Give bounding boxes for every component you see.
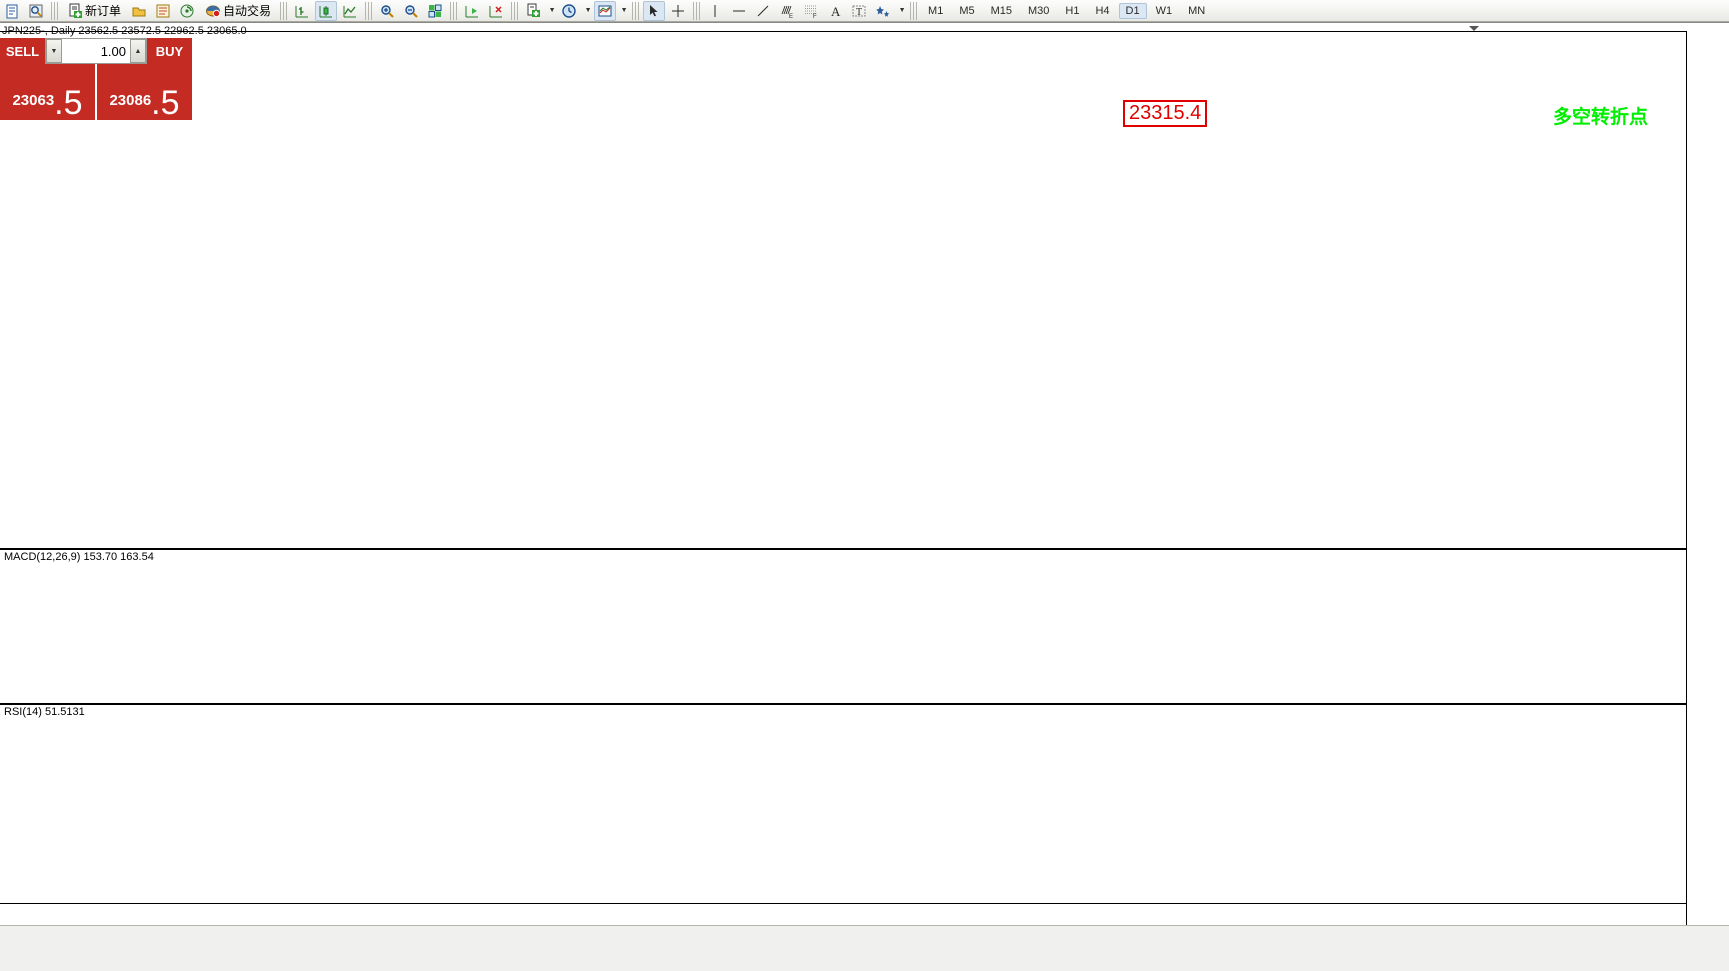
fibonacci-icon[interactable]: F xyxy=(800,1,822,21)
magnifier-window-icon[interactable] xyxy=(25,1,47,21)
timeframe-h4[interactable]: H4 xyxy=(1095,4,1110,17)
indicator-dropdown-caret[interactable]: ▼ xyxy=(548,7,556,14)
tile-windows-icon[interactable] xyxy=(424,1,446,21)
cursor-icon[interactable] xyxy=(643,0,666,21)
chart-shift-icon[interactable] xyxy=(461,1,483,21)
buy-price-button[interactable]: 23086 .5 xyxy=(97,64,192,120)
shapes-dropdown-caret[interactable]: ▼ xyxy=(898,7,906,14)
templates-icon[interactable] xyxy=(594,0,617,21)
price-annotation-box: 23315.4 xyxy=(1123,100,1208,127)
toolbar-separator xyxy=(450,1,458,20)
templates-dropdown-caret[interactable]: ▼ xyxy=(620,7,628,14)
status-strip xyxy=(0,925,1729,971)
chart-collapse-icon[interactable] xyxy=(1469,26,1479,31)
buy-price-decimal: .5 xyxy=(151,84,180,122)
toolbar-separator xyxy=(511,1,519,20)
folder-icon[interactable] xyxy=(128,1,150,21)
price-chart-svg[interactable] xyxy=(0,32,1686,542)
timeframe-d1[interactable]: D1 xyxy=(1118,2,1147,19)
timeframe-h1[interactable]: H1 xyxy=(1065,4,1080,17)
svg-text:A: A xyxy=(831,4,841,19)
sell-button[interactable]: SELL xyxy=(0,38,45,64)
toolbar-separator xyxy=(280,1,288,20)
timeframe-m1[interactable]: M1 xyxy=(928,4,944,17)
period-clock-icon[interactable] xyxy=(558,1,580,21)
macd-pane: MACD(12,26,9) 153.70 163.54 xyxy=(0,548,1686,701)
volume-value[interactable]: 1.00 xyxy=(62,39,130,63)
new-order-label: 新订单 xyxy=(85,4,122,18)
text-object-icon[interactable]: T xyxy=(848,1,870,21)
rsi-chart-svg[interactable] xyxy=(0,705,1686,903)
svg-text:T: T xyxy=(856,7,862,18)
rsi-pane: RSI(14) 51.5131 xyxy=(0,703,1686,903)
time-scale[interactable] xyxy=(0,903,1686,925)
caret-down-icon[interactable]: ▼ xyxy=(46,39,62,63)
elliott-wave-icon[interactable]: E xyxy=(776,1,798,21)
timeframe-m15[interactable]: M15 xyxy=(990,4,1012,17)
add-indicator-icon[interactable] xyxy=(522,1,544,21)
autotrading-label: 自动交易 xyxy=(223,4,272,18)
trade-panel-top-row: SELL ▼ 1.00 ▲ BUY xyxy=(0,38,192,64)
timeframe-mn[interactable]: MN xyxy=(1188,4,1206,17)
svg-text:F: F xyxy=(813,14,817,19)
candlestick-chart-icon[interactable] xyxy=(315,0,338,21)
horizontal-line-icon[interactable] xyxy=(728,1,750,21)
period-dropdown-caret[interactable]: ▼ xyxy=(584,7,592,14)
sell-price-integer: 23063 xyxy=(12,92,55,109)
volume-input[interactable]: ▼ 1.00 ▲ xyxy=(45,38,147,64)
toolbar-separator xyxy=(365,1,373,20)
zoom-in-icon[interactable] xyxy=(376,1,398,21)
toolbar-separator xyxy=(910,1,918,20)
navigator-icon[interactable] xyxy=(176,1,198,21)
bar-chart-icon[interactable] xyxy=(291,1,313,21)
turning-point-annotation: 多空转折点 xyxy=(1553,106,1649,128)
crosshair-icon[interactable] xyxy=(667,1,689,21)
auto-scroll-icon[interactable] xyxy=(485,1,507,21)
buy-button[interactable]: BUY xyxy=(147,38,192,64)
shapes-icon[interactable] xyxy=(872,1,894,21)
terminal-icon[interactable] xyxy=(152,1,174,21)
macd-label: MACD(12,26,9) 153.70 163.54 xyxy=(2,551,156,563)
sell-price-decimal: .5 xyxy=(54,84,83,122)
macd-chart-svg[interactable] xyxy=(0,550,1686,703)
one-click-trading-panel: SELL ▼ 1.00 ▲ BUY 23063 .5 23086 .5 xyxy=(0,38,192,120)
caret-up-icon[interactable]: ▲ xyxy=(130,39,146,63)
chart-window: JPN225-, Daily 23562.5 23572.5 22962.5 2… xyxy=(0,22,1729,971)
text-label-icon[interactable]: A xyxy=(824,1,846,21)
trendline-icon[interactable] xyxy=(752,1,774,21)
autotrading-button[interactable]: 自动交易 xyxy=(200,1,276,21)
main-toolbar: 新订单 自动交易 ▼ ▼ xyxy=(0,0,1729,22)
rsi-label: RSI(14) 51.5131 xyxy=(2,706,87,718)
zoom-out-icon[interactable] xyxy=(400,1,422,21)
vertical-line-icon[interactable] xyxy=(704,1,726,21)
line-chart-icon[interactable] xyxy=(339,1,361,21)
price-scale[interactable] xyxy=(1686,31,1729,949)
toolbar-separator xyxy=(51,1,58,20)
trade-panel-price-row: 23063 .5 23086 .5 xyxy=(0,64,192,120)
svg-text:E: E xyxy=(789,14,793,19)
buy-price-integer: 23086 xyxy=(109,92,152,109)
timeframe-m30[interactable]: M30 xyxy=(1028,4,1050,17)
document-icon[interactable] xyxy=(1,1,23,21)
price-pane: 23315.4 多空转折点 xyxy=(0,31,1686,541)
timeframe-w1[interactable]: W1 xyxy=(1155,4,1173,17)
timeframe-group: M1 M5 M15 M30 H1 H4 D1 W1 MN xyxy=(920,2,1213,19)
sell-price-button[interactable]: 23063 .5 xyxy=(0,64,95,120)
timeframe-m5[interactable]: M5 xyxy=(959,4,975,17)
toolbar-separator xyxy=(693,1,701,20)
toolbar-separator xyxy=(632,1,640,20)
new-order-button[interactable]: 新订单 xyxy=(62,1,126,21)
